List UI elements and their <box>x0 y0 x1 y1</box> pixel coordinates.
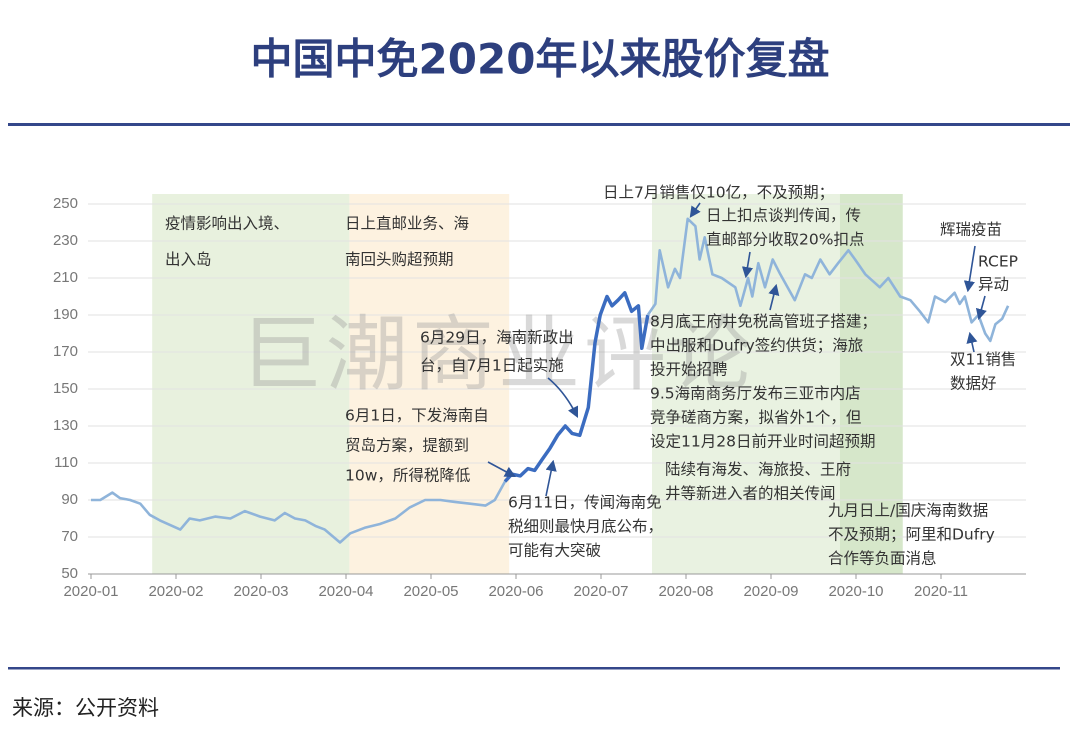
x-tick-label: 2020-11 <box>914 583 968 600</box>
annotation: 可能有大突破 <box>508 542 601 560</box>
title-rule <box>8 123 1070 126</box>
annotation: 9.5海南商务厅发布三亚市内店 <box>650 385 861 403</box>
annotation: 日上直邮业务、海 <box>345 215 469 233</box>
y-tick-label: 130 <box>53 417 78 434</box>
price-line <box>503 291 650 483</box>
arrow <box>966 331 978 353</box>
arrows <box>487 202 987 497</box>
annotation: 日上7月销售仅10亿，不及预期； <box>603 184 834 202</box>
watermark: 巨潮商业评论 <box>240 307 756 402</box>
x-tick-label: 2020-03 <box>233 583 288 600</box>
highlight-band <box>152 194 350 574</box>
y-tick-label: 90 <box>61 491 78 508</box>
annotation: 出入岛 <box>165 251 212 269</box>
x-tick-label: 2020-07 <box>573 583 628 600</box>
y-tick-label: 190 <box>53 306 78 323</box>
annotation: 数据好 <box>950 375 997 393</box>
price-line <box>646 217 1010 343</box>
annotation: 疫情影响出入境、 <box>165 214 289 233</box>
annotation: 直邮部分收取20%扣点 <box>706 231 864 249</box>
x-tick-label: 2020-10 <box>828 583 883 600</box>
annotation: 8月底王府井免税高管班子搭建； <box>650 313 877 331</box>
annotation: 异动 <box>978 276 1009 294</box>
annotation: 6月1日，下发海南自 <box>345 407 489 425</box>
arrow <box>487 461 516 478</box>
arrow <box>741 251 753 279</box>
annotation: 设定11月28日前开业时间超预期 <box>650 433 875 451</box>
y-tick-label: 210 <box>53 269 78 286</box>
annotation: 合作等负面消息 <box>828 550 937 568</box>
annotation: 10w，所得税降低 <box>345 467 470 485</box>
y-tick-label: 70 <box>61 528 78 545</box>
annotation: 投开始招聘 <box>650 361 728 379</box>
annotation: 辉瑞疫苗 <box>940 221 1002 239</box>
y-tick-label: 150 <box>53 380 78 397</box>
annotation: 6月11日，传闻海南免 <box>508 494 662 512</box>
annotation: 南回头购超预期 <box>345 251 454 269</box>
arrow <box>975 295 987 321</box>
x-tick-label: 2020-05 <box>403 583 458 600</box>
annotation: 台，自7月1日起实施 <box>420 357 564 375</box>
x-tick-label: 2020-09 <box>743 583 798 600</box>
source: 来源：公开资料 <box>12 696 159 720</box>
arrow <box>963 245 976 293</box>
price-line <box>91 480 507 544</box>
annotation: 井等新进入者的相关传闻 <box>665 485 836 503</box>
grid: 50 70 90 110 130 150 170 190 210 230 250 2020-01 202… <box>53 195 1026 600</box>
annotation: 双11销售 <box>950 351 1016 369</box>
x-tick-label: 2020-02 <box>148 583 203 600</box>
annotation: RCEP <box>978 253 1018 271</box>
y-tick-label: 50 <box>61 565 78 582</box>
source-rule <box>8 667 1060 670</box>
y-tick-label: 170 <box>53 343 78 360</box>
arrow <box>545 459 557 497</box>
chart-title: 中国中免2020年以来股价复盘 <box>251 35 830 84</box>
highlight-band <box>839 194 903 574</box>
annotation: 日上扣点谈判传闻，传 <box>706 207 861 225</box>
arrow <box>768 283 780 311</box>
annotation: 中出服和Dufry签约供货；海旅 <box>650 337 863 355</box>
annotation: 贸岛方案，提额到 <box>345 437 469 455</box>
annotation: 竞争磋商方案，拟省外1个，但 <box>650 409 861 427</box>
arrow <box>689 202 701 218</box>
annotation: 6月29日，海南新政出 <box>420 329 574 347</box>
arrow <box>547 377 579 419</box>
lines <box>91 217 1010 544</box>
x-tick-label: 2020-04 <box>318 583 373 600</box>
x-tick-label: 2020-01 <box>63 583 118 600</box>
x-tick-label: 2020-06 <box>488 583 543 600</box>
annotation: 不及预期；阿里和Dufry <box>828 526 995 544</box>
annotation: 九月日上/国庆海南数据 <box>828 502 988 520</box>
annotation: 陆续有海发、海旅投、王府 <box>665 461 851 479</box>
annotation: 税细则最快月底公布， <box>508 518 663 536</box>
highlight-band <box>349 194 510 574</box>
y-tick-label: 110 <box>54 454 78 471</box>
y-tick-label: 230 <box>53 232 78 249</box>
x-tick-label: 2020-08 <box>658 583 713 600</box>
y-tick-label: 250 <box>53 195 78 212</box>
